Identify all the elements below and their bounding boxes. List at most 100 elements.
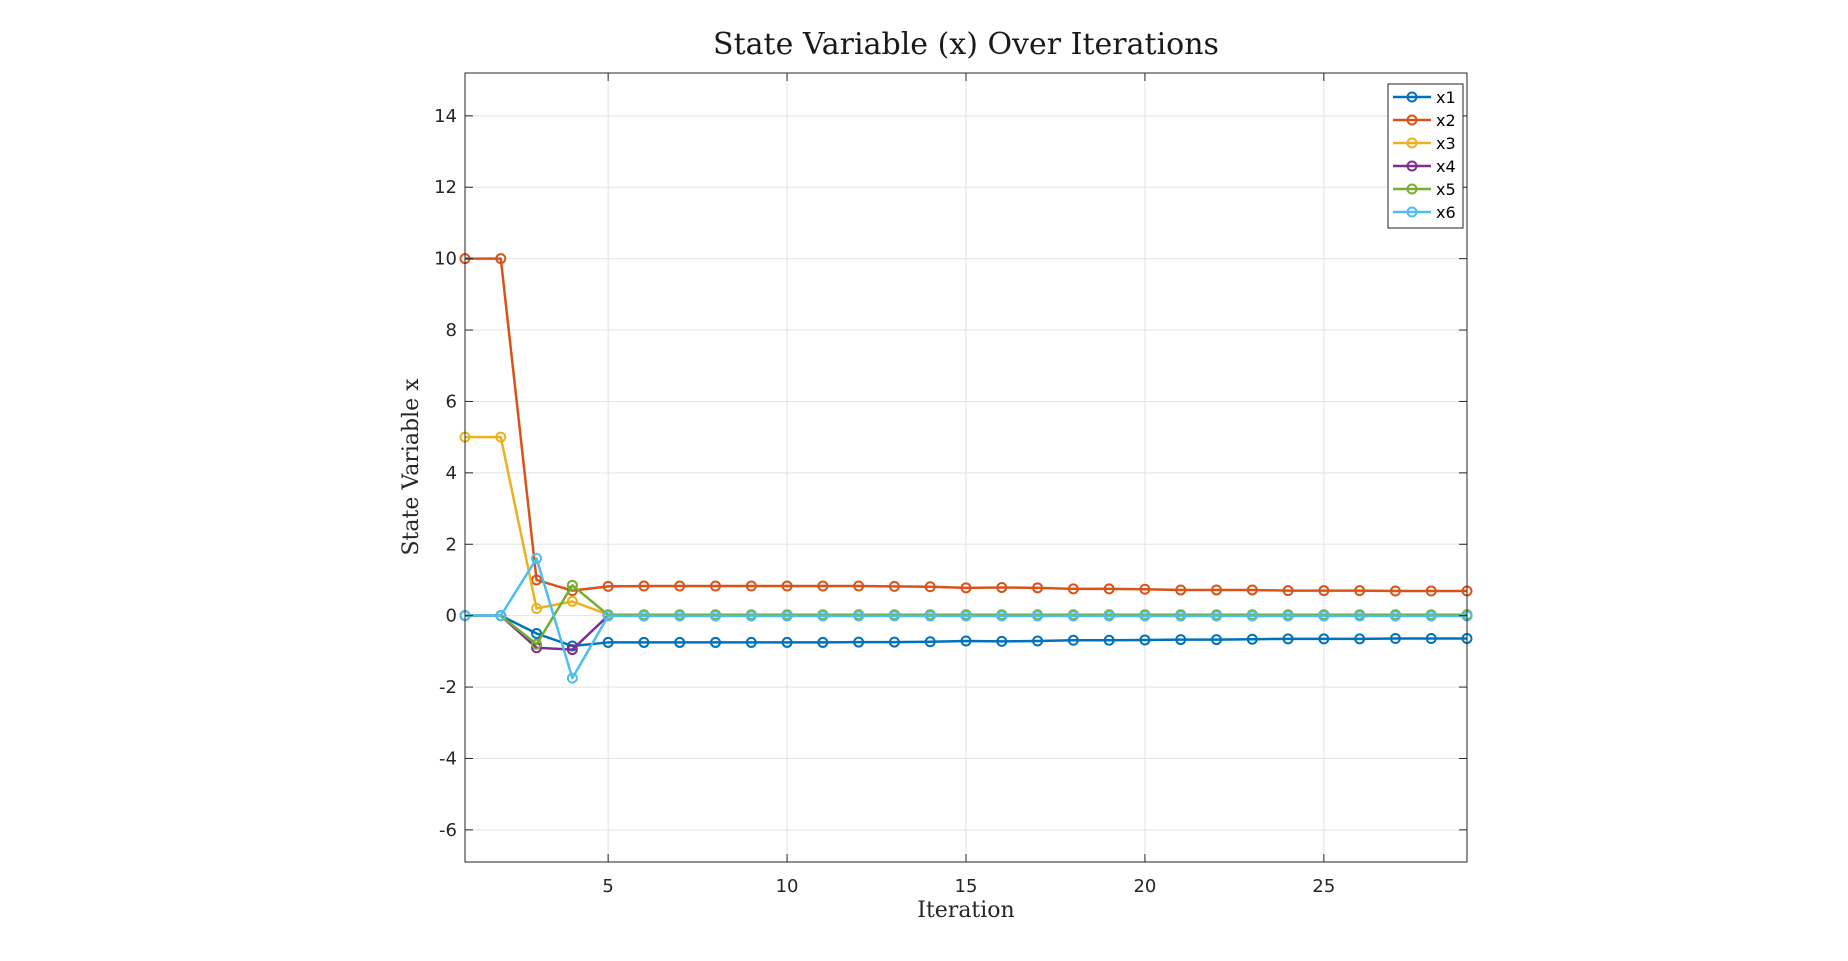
x-tick-label: 25 [1312,876,1335,897]
y-tick-label: 0 [446,606,457,627]
data-point-x2 [1246,584,1258,596]
y-tick-label: 10 [434,249,457,270]
data-point-x6 [745,610,757,622]
data-point-x1 [1354,633,1366,645]
y-axis-label: State Variable x [399,378,424,556]
data-point-x5 [566,579,578,591]
legend-label-x2: x2 [1436,111,1456,130]
data-point-x6 [1389,610,1401,622]
chart-title: State Variable (x) Over Iterations [713,27,1219,62]
data-point-x1 [745,636,757,648]
data-point-x6 [781,610,793,622]
series-x6 [459,553,1473,684]
data-point-x2 [924,581,936,593]
data-point-x1 [1067,634,1079,646]
data-point-x6 [1318,610,1330,622]
data-point-x2 [817,580,829,592]
y-tick-label: 4 [446,463,457,484]
data-point-x1 [1103,634,1115,646]
series-x2 [459,253,1473,597]
data-point-x6 [1354,610,1366,622]
series-line-x2 [465,257,1467,593]
data-point-x2 [853,580,865,592]
legend-marker-x4 [1406,160,1418,172]
data-point-x2 [996,581,1008,593]
data-point-x1 [1032,635,1044,647]
data-point-x6 [602,610,614,622]
data-point-x1 [674,636,686,648]
data-point-x5 [531,638,543,650]
data-point-x2 [1211,584,1222,596]
data-point-x3 [566,595,578,607]
y-tick-label: 6 [446,391,457,412]
data-point-x1 [996,635,1008,647]
legend-item-x6: x6 [1393,203,1456,222]
data-point-x1 [1318,633,1330,645]
data-point-x2 [888,580,900,592]
data-point-x6 [1282,610,1294,622]
data-point-x1 [531,628,543,640]
legend-item-x3: x3 [1393,134,1456,153]
data-point-x2 [1389,585,1401,597]
data-point-x1 [602,636,614,648]
y-tick-label: -4 [439,748,457,769]
data-point-x3 [531,603,543,615]
legend-marker-x5 [1406,183,1418,195]
data-point-x2 [1032,582,1044,594]
legend-marker-x1 [1406,91,1418,103]
data-point-x6 [924,610,936,622]
legend-marker-x6 [1406,206,1418,218]
data-point-x2 [1103,583,1115,595]
data-point-x2 [745,580,757,592]
data-point-x6 [853,610,865,622]
x-axis-label: Iteration [917,898,1014,923]
data-point-x1 [817,636,829,648]
data-point-x2 [1354,585,1366,597]
data-point-x2 [1318,585,1330,597]
data-point-x1 [1246,633,1258,645]
data-point-x6 [1032,610,1044,622]
y-tick-label: 8 [446,320,457,341]
data-point-x2 [1175,584,1187,596]
data-point-x6 [638,610,650,622]
data-point-x6 [566,672,578,684]
data-point-x2 [781,580,793,592]
data-point-x6 [710,610,721,622]
data-point-x2 [638,580,650,592]
x-tick-label: 5 [602,876,613,897]
legend-marker-x3 [1406,137,1418,149]
y-tick-label: -2 [439,677,457,698]
series-group [459,253,1473,684]
data-point-x4 [566,644,578,656]
data-point-x1 [710,636,721,648]
data-point-x1 [1389,633,1401,645]
series-line-x1 [465,614,1467,648]
data-point-x2 [1067,583,1079,595]
legend-item-x2: x2 [1393,111,1456,130]
data-point-x6 [674,610,686,622]
data-point-x1 [960,635,972,647]
legend-marker-x2 [1406,114,1418,126]
data-point-x1 [853,636,865,648]
data-point-x2 [1425,585,1437,597]
legend-label-x1: x1 [1436,88,1456,107]
data-point-x1 [781,636,793,648]
y-tick-label: 2 [446,534,457,555]
data-point-x3 [495,431,507,443]
ticks: 5 10 15 20 25 -6 -4 -2 0 2 4 6 8 10 12 14 [434,73,1467,897]
data-point-x1 [638,636,650,648]
data-point-x2 [1139,583,1151,595]
data-point-x2 [602,580,614,592]
legend-label-x3: x3 [1436,134,1456,153]
data-point-x6 [1425,610,1437,622]
y-tick-label: 14 [434,106,457,127]
data-point-x1 [1211,634,1222,646]
data-point-x2 [495,253,507,265]
legend-item-x1: x1 [1393,88,1456,107]
data-point-x6 [817,610,829,622]
legend-box [1387,83,1464,229]
data-point-x2 [674,580,686,592]
x-tick-label: 20 [1133,876,1156,897]
data-point-x1 [1282,633,1294,645]
legend-label-x5: x5 [1436,180,1456,199]
